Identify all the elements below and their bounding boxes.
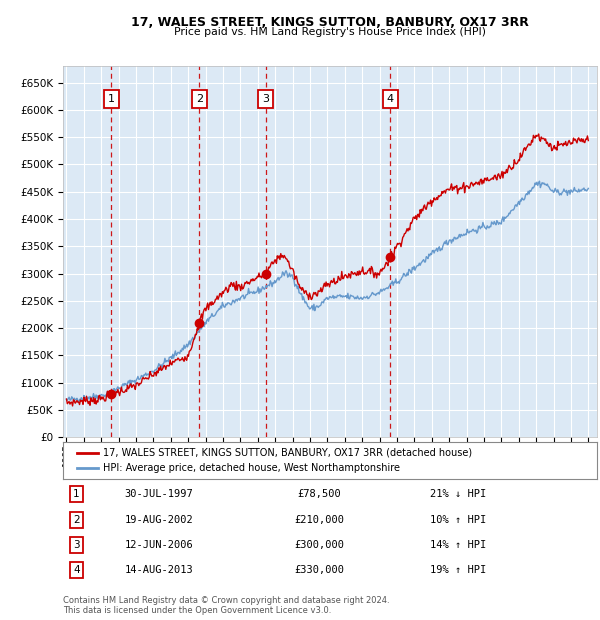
Text: 3: 3 [262,94,269,104]
Text: 19-AUG-2002: 19-AUG-2002 [125,515,193,525]
Text: 12-JUN-2006: 12-JUN-2006 [125,540,193,550]
Text: 14% ↑ HPI: 14% ↑ HPI [430,540,486,550]
Text: £330,000: £330,000 [295,565,344,575]
Text: 14-AUG-2013: 14-AUG-2013 [125,565,193,575]
Text: 1: 1 [108,94,115,104]
Text: 10% ↑ HPI: 10% ↑ HPI [430,515,486,525]
Text: 19% ↑ HPI: 19% ↑ HPI [430,565,486,575]
Text: 3: 3 [73,540,80,550]
Text: 21% ↓ HPI: 21% ↓ HPI [430,489,486,499]
Text: 4: 4 [73,565,80,575]
Text: Contains HM Land Registry data © Crown copyright and database right 2024.
This d: Contains HM Land Registry data © Crown c… [63,596,389,615]
Text: 30-JUL-1997: 30-JUL-1997 [125,489,193,499]
Text: £300,000: £300,000 [295,540,344,550]
Legend: 17, WALES STREET, KINGS SUTTON, BANBURY, OX17 3RR (detached house), HPI: Average: 17, WALES STREET, KINGS SUTTON, BANBURY,… [73,444,476,477]
Text: 17, WALES STREET, KINGS SUTTON, BANBURY, OX17 3RR: 17, WALES STREET, KINGS SUTTON, BANBURY,… [131,16,529,29]
Text: Price paid vs. HM Land Registry's House Price Index (HPI): Price paid vs. HM Land Registry's House … [174,27,486,37]
Text: 2: 2 [196,94,203,104]
Text: 2: 2 [73,515,80,525]
Text: £78,500: £78,500 [298,489,341,499]
Text: 4: 4 [387,94,394,104]
Text: 1: 1 [73,489,80,499]
Text: £210,000: £210,000 [295,515,344,525]
